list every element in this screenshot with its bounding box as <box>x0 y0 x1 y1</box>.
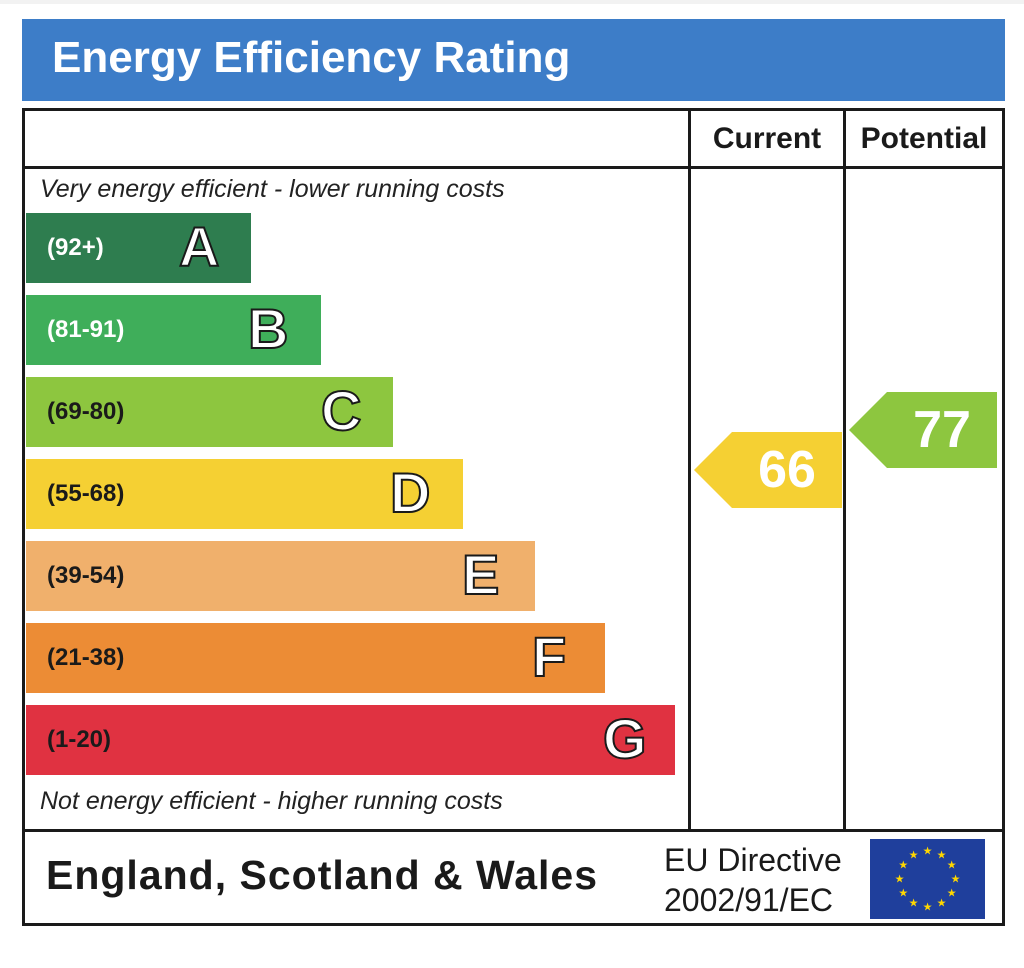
eu-star-icon: ★ <box>947 860 957 872</box>
footer-region: England, Scotland & Wales <box>46 852 598 898</box>
eu-star-icon: ★ <box>898 888 908 900</box>
band-d: (55-68) D <box>26 459 463 529</box>
band-range-label: (81-91) <box>47 316 125 343</box>
band-e: (39-54) E <box>26 541 535 611</box>
eu-flag-icon: ★ ★ ★ ★ ★ ★ ★ ★ ★ ★ ★ ★ <box>870 839 985 919</box>
current-column-header: Current <box>712 122 822 155</box>
chart-title: Energy Efficiency Rating <box>52 33 571 82</box>
band-c: (69-80) C <box>26 377 393 447</box>
potential-rating-arrow-shape <box>849 392 997 468</box>
band-letter: C <box>320 378 362 443</box>
band-b: (81-91) B <box>26 295 321 365</box>
band-letter: D <box>389 460 431 525</box>
divider-current <box>688 108 691 832</box>
band-range-label: (92+) <box>47 234 104 261</box>
eu-star-icon: ★ <box>898 860 908 872</box>
band-range-label: (21-38) <box>47 644 125 671</box>
eu-star-icon: ★ <box>951 874 961 886</box>
footer-directive: EU Directive 2002/91/EC <box>664 840 842 920</box>
current-rating-arrow-shape <box>694 432 842 508</box>
current-rating-arrow-value: 66 <box>758 441 816 499</box>
header-divider <box>22 166 1005 169</box>
band-range-label: (39-54) <box>47 562 125 589</box>
potential-rating-arrow: 77 <box>849 392 997 468</box>
band-range-label: (69-80) <box>47 398 125 425</box>
band-letter: F <box>531 624 567 689</box>
band-letter: B <box>247 296 289 361</box>
eu-star-icon: ★ <box>947 888 957 900</box>
band-letter: A <box>178 214 220 279</box>
divider-potential <box>843 108 846 832</box>
caption-top: Very energy efficient - lower running co… <box>40 175 505 203</box>
band-letter: E <box>461 542 500 607</box>
caption-bottom: Not energy efficient - higher running co… <box>40 787 503 815</box>
potential-column-header: Potential <box>860 122 988 155</box>
band-f: (21-38) F <box>26 623 605 693</box>
band-range-label: (1-20) <box>47 726 112 753</box>
eu-star-icon: ★ <box>909 849 919 861</box>
band-g: (1-20) G <box>26 705 675 775</box>
band-letter: G <box>602 706 648 771</box>
footer-divider <box>22 829 1005 832</box>
eu-star-icon: ★ <box>895 874 905 886</box>
eu-star-icon: ★ <box>909 898 919 910</box>
eu-star-icon: ★ <box>937 849 947 861</box>
top-strip <box>0 0 1024 4</box>
band-range-label: (55-68) <box>47 480 125 507</box>
current-rating-arrow: 66 <box>694 432 842 508</box>
eu-stars: ★ ★★★★★★★★★★★ <box>895 846 961 914</box>
eu-star-icon: ★ <box>923 902 933 914</box>
title-bar: Energy Efficiency Rating <box>22 19 1005 101</box>
directive-line-1: EU Directive <box>664 842 842 878</box>
eu-star-icon: ★ <box>923 846 933 858</box>
directive-line-2: 2002/91/EC <box>664 882 834 918</box>
band-a: (92+) A <box>26 213 251 283</box>
potential-rating-arrow-value: 77 <box>913 401 971 459</box>
eu-star-icon: ★ <box>937 898 947 910</box>
